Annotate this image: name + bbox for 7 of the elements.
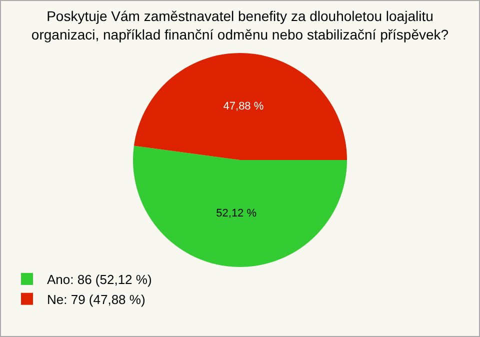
- data-label: 52,12 %: [216, 207, 257, 220]
- chart-title: Poskytuje Vám zaměstnavatel benefity za dlouholetou loajalitu organizaci, například finanční odměnu nebo stabilizační příspěvek?: [31, 8, 449, 42]
- pie-slice: [132, 146, 348, 267]
- data-label: 47,88 %: [223, 100, 264, 113]
- legend-label: Ne: 79 (47,88 %): [47, 292, 146, 307]
- legend-label: Ano: 86 (52,12 %): [47, 272, 152, 288]
- pie-slice: [134, 53, 348, 160]
